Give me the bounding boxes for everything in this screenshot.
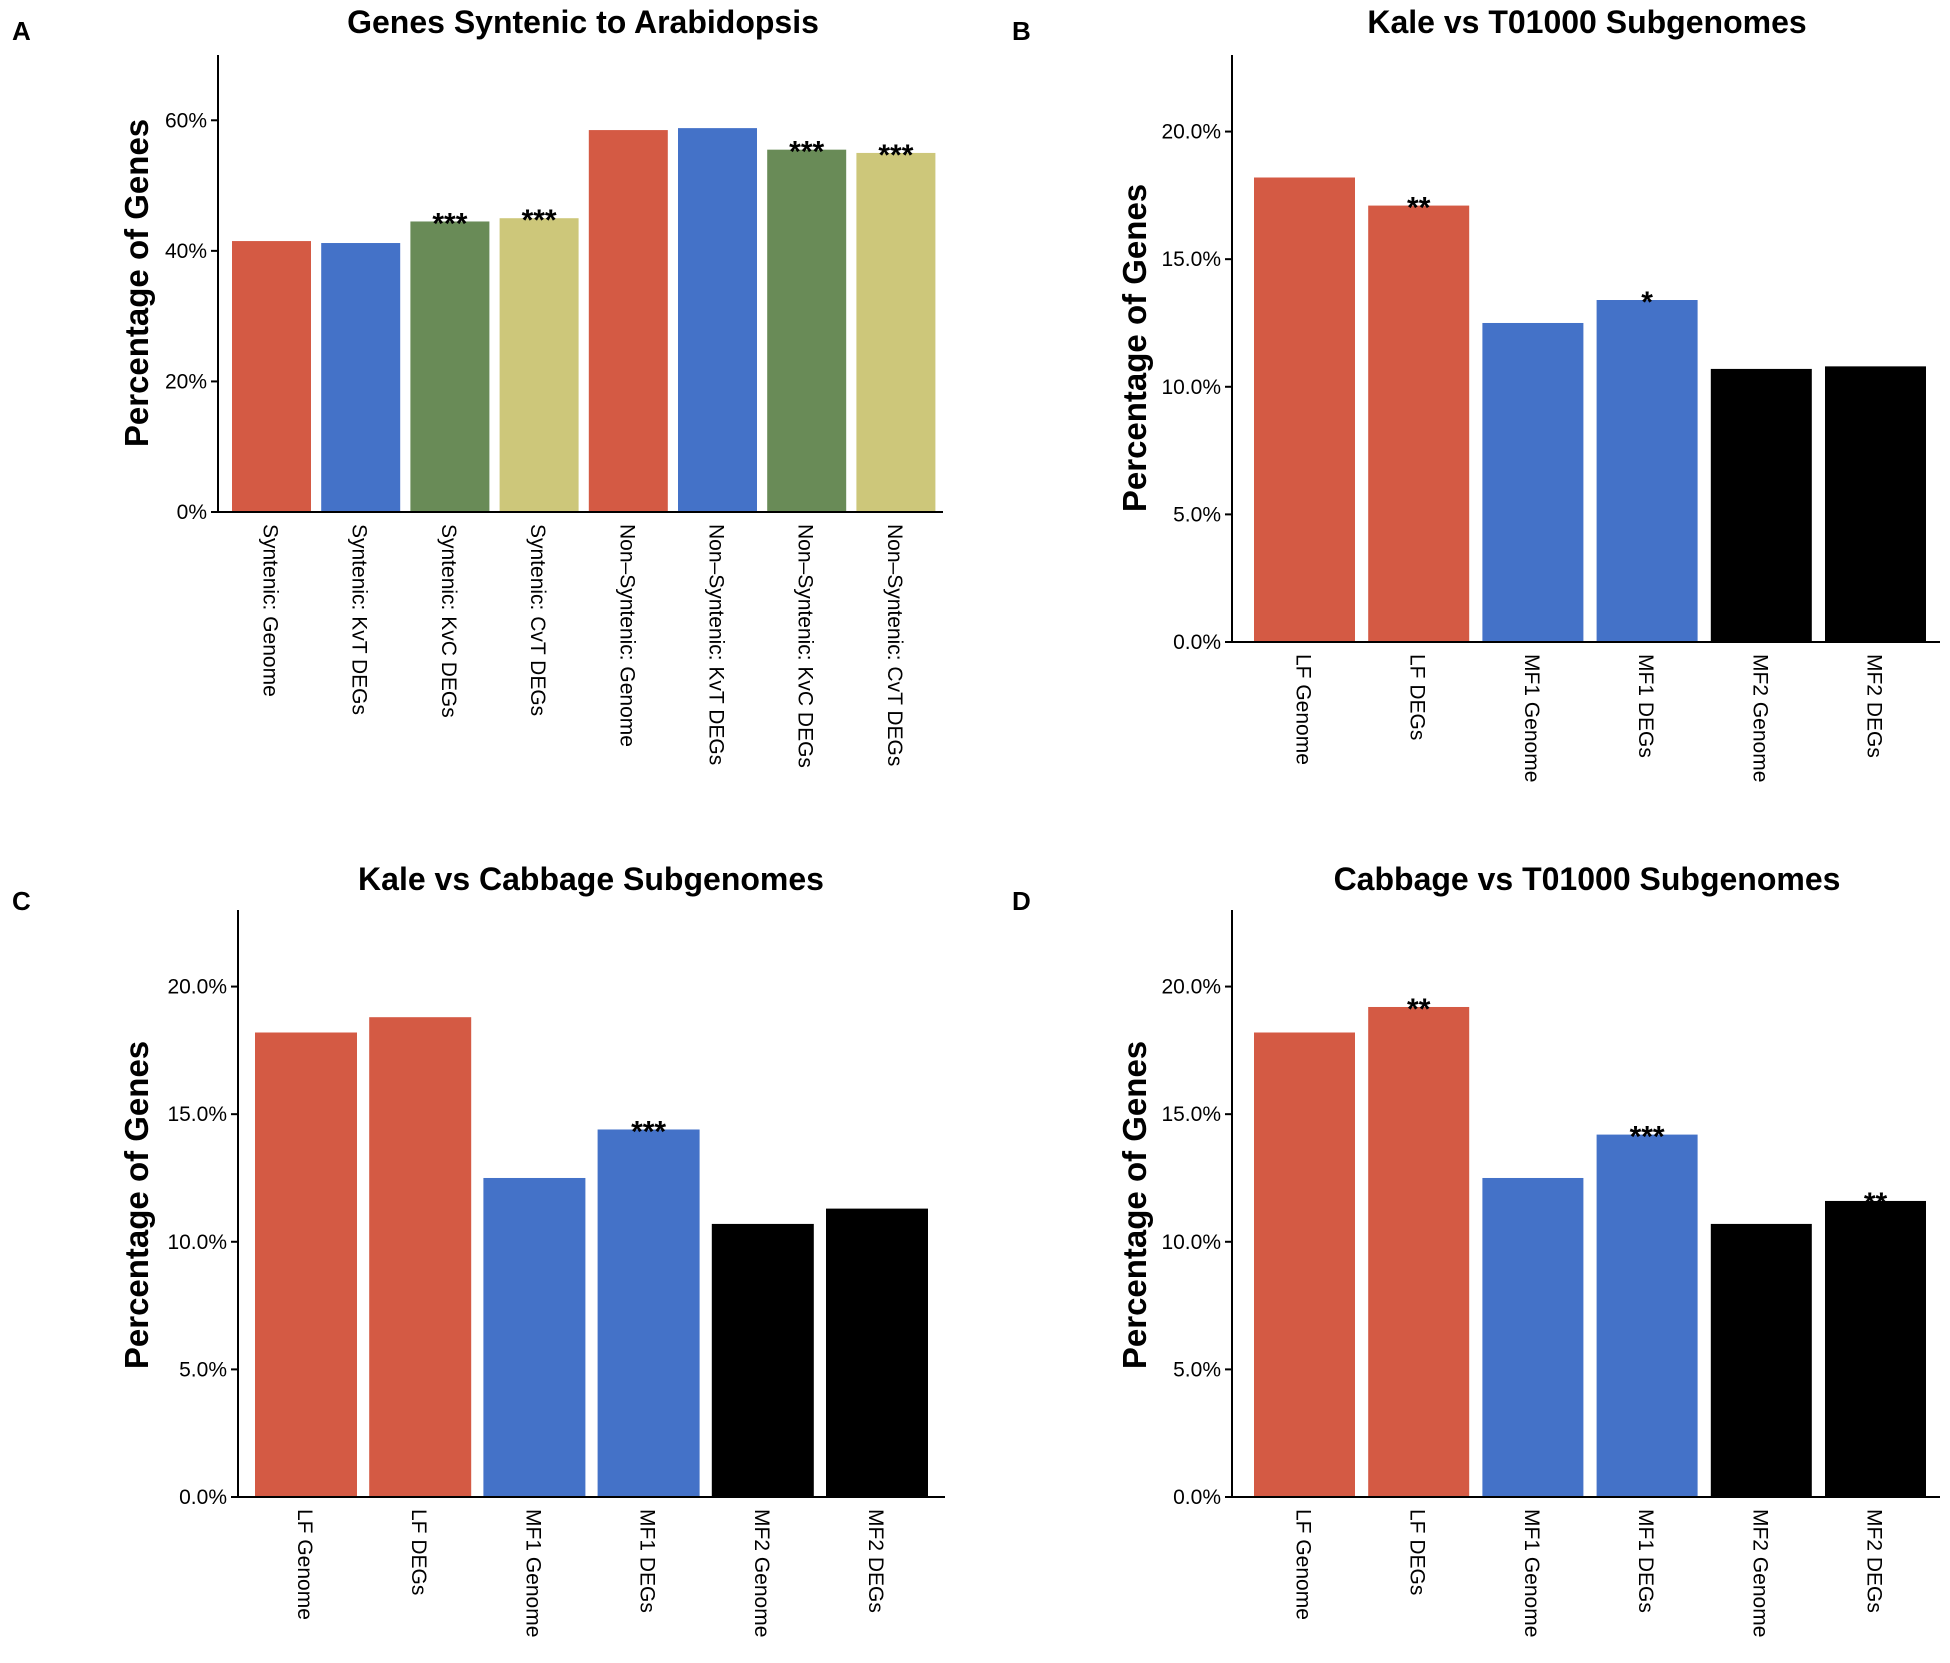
bar (410, 221, 490, 512)
chart-title: Cabbage vs T01000 Subgenomes (1334, 861, 1841, 897)
significance-marker: ** (1407, 993, 1431, 1026)
y-axis-label: Percentage of Genes (1116, 184, 1153, 512)
bar (711, 1223, 814, 1497)
y-tick-label: 20.0% (1161, 976, 1221, 999)
bar (678, 128, 757, 512)
x-category-label: Non–Syntenic: Genome (615, 524, 638, 747)
panel-c: C Kale vs Cabbage Subgenomes Percentage of… (12, 861, 945, 1637)
significance-marker: *** (432, 207, 467, 240)
x-category-label: LF Genome (1292, 654, 1315, 765)
bar (321, 243, 401, 512)
significance-marker: *** (789, 136, 824, 169)
significance-marker: *** (522, 204, 557, 237)
x-category-label: MF2 Genome (750, 1509, 773, 1637)
bar (1368, 205, 1470, 643)
y-tick-label: 40% (165, 240, 207, 263)
bar (597, 1129, 700, 1497)
x-category-label: Non–Syntenic: CvT DEGs (883, 524, 906, 766)
y-tick-label: 0.0% (179, 1486, 227, 1509)
significance-marker: ** (1407, 192, 1431, 225)
y-tick-label: 0% (177, 501, 207, 524)
bar (1482, 1177, 1584, 1497)
bar (1596, 1134, 1698, 1497)
y-tick-label: 0.0% (1173, 1486, 1221, 1509)
y-tick-label: 60% (165, 109, 207, 132)
x-category-label: MF1 Genome (1520, 1509, 1543, 1637)
x-category-label: MF1 DEGs (1634, 654, 1657, 758)
y-tick-label: 20.0% (1161, 121, 1221, 144)
y-tick-label: 5.0% (1173, 1358, 1221, 1381)
panel-d: D Cabbage vs T01000 Subgenomes Percentage … (1012, 861, 1940, 1637)
x-category-label: MF1 Genome (1520, 654, 1543, 782)
bar (1596, 300, 1698, 642)
bar (483, 1177, 586, 1497)
y-tick-label: 15.0% (1161, 1103, 1221, 1126)
x-category-label: LF DEGs (1406, 654, 1429, 740)
x-category-label: MF2 DEGs (1863, 1509, 1886, 1613)
panel-a: A Genes Syntenic to Arabidopsis Percentage… (12, 4, 943, 768)
y-axis-label: Percentage of Genes (1116, 1041, 1153, 1369)
bar (1482, 322, 1584, 642)
bar (1710, 1223, 1812, 1497)
panel-letter: D (1012, 886, 1031, 916)
x-category-label: LF Genome (1292, 1509, 1315, 1620)
y-tick-label: 20.0% (167, 976, 227, 999)
x-category-label: LF DEGs (1406, 1509, 1429, 1595)
y-axis-label: Percentage of Genes (118, 119, 155, 447)
panel-b: B Kale vs T01000 Subgenomes Percentage of … (1012, 4, 1940, 782)
bar (826, 1208, 928, 1497)
significance-marker: ** (1864, 1187, 1888, 1220)
chart-title: Kale vs Cabbage Subgenomes (358, 861, 824, 897)
y-tick-label: 0.0% (1173, 631, 1221, 654)
bar (767, 149, 847, 512)
bar (255, 1032, 357, 1497)
x-category-label: MF2 DEGs (864, 1509, 887, 1613)
bar (1254, 1032, 1355, 1497)
panel-letter: C (12, 886, 31, 916)
panel-letter: B (1012, 16, 1031, 46)
bar (856, 152, 936, 512)
y-tick-label: 5.0% (1173, 503, 1221, 526)
x-category-label: MF1 DEGs (636, 1509, 659, 1613)
x-category-label: Syntenic: CvT DEGs (526, 524, 549, 716)
y-tick-label: 10.0% (167, 1231, 227, 1254)
x-category-label: LF Genome (293, 1509, 316, 1620)
y-axis-label: Percentage of Genes (118, 1041, 155, 1369)
bar (1254, 177, 1355, 643)
x-category-label: MF2 Genome (1748, 1509, 1771, 1637)
significance-marker: *** (878, 139, 913, 172)
bar (1825, 1200, 1926, 1497)
x-category-label: LF DEGs (407, 1509, 430, 1595)
bar (588, 130, 668, 513)
x-category-label: MF2 DEGs (1863, 654, 1886, 758)
bar (1368, 1006, 1470, 1497)
x-category-label: MF2 Genome (1748, 654, 1771, 782)
x-category-label: MF1 Genome (521, 1509, 544, 1637)
y-tick-label: 5.0% (179, 1358, 227, 1381)
x-category-label: Syntenic: KvC DEGs (437, 524, 460, 718)
x-category-label: MF1 DEGs (1634, 1509, 1657, 1613)
y-tick-label: 10.0% (1161, 376, 1221, 399)
bar (232, 241, 311, 513)
y-tick-label: 20% (165, 370, 207, 393)
y-tick-label: 15.0% (1161, 248, 1221, 271)
significance-marker: *** (1630, 1121, 1665, 1154)
x-category-label: Non–Syntenic: KvT DEGs (705, 524, 728, 765)
y-tick-label: 15.0% (167, 1103, 227, 1126)
x-category-label: Syntenic: KvT DEGs (348, 524, 371, 715)
panel-letter: A (12, 16, 31, 46)
significance-marker: *** (631, 1115, 666, 1148)
bar (499, 218, 579, 512)
significance-marker: * (1641, 286, 1653, 319)
x-category-label: Syntenic: Genome (259, 524, 282, 697)
y-tick-label: 10.0% (1161, 1231, 1221, 1254)
x-category-label: Non–Syntenic: KvC DEGs (794, 524, 817, 768)
chart-title: Kale vs T01000 Subgenomes (1367, 4, 1806, 40)
bar (1710, 368, 1812, 642)
bar (1825, 366, 1926, 642)
chart-title: Genes Syntenic to Arabidopsis (347, 4, 819, 40)
bar (369, 1017, 472, 1497)
